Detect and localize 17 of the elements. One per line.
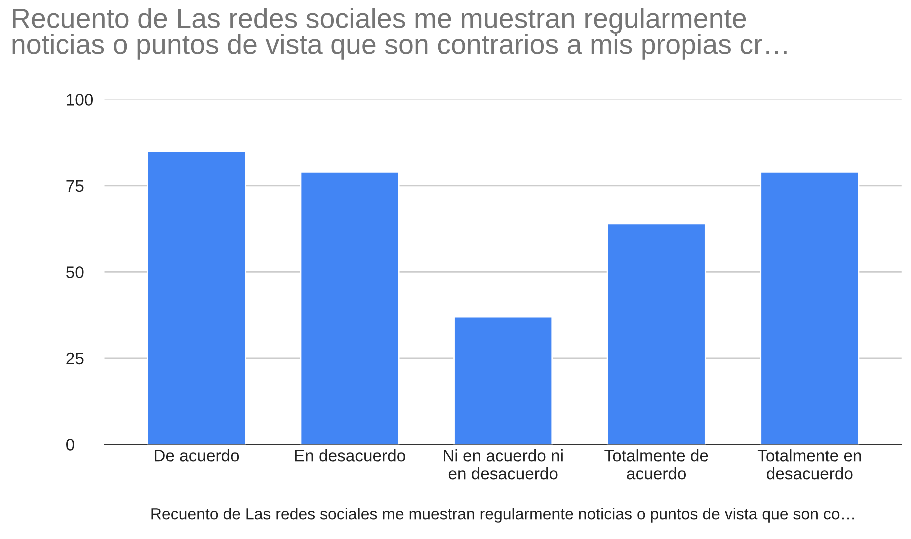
bar [146, 150, 246, 445]
y-tick-label: 25 [66, 352, 84, 365]
bar [454, 316, 554, 445]
y-tick-label: 75 [66, 180, 84, 192]
x-tick-label: Totalmente de acuerdo [604, 450, 708, 480]
x-axis-title: Recuento de Las redes sociales me muestran regularmente noticias o puntos de vista que son co… [152, 508, 854, 523]
x-tick-label: Ni en acuerdo ni en desacuerdo [444, 450, 563, 480]
bar [606, 223, 706, 445]
x-tick-label: En desacuerdo [295, 450, 406, 462]
x-tick-label: De acuerdo [155, 450, 240, 462]
x-tick-label: Totalmente en desacuerdo [758, 450, 862, 480]
chart-title: Recuento de Las redes sociales me muestran regularmente noticias o puntos de vista que son contrarios a mis propias cr… [12, 8, 787, 60]
bar [300, 171, 400, 445]
y-tick-label: 100 [67, 94, 94, 106]
y-tick-label: 0 [66, 439, 74, 451]
bar [760, 171, 860, 445]
y-tick-label: 50 [66, 266, 84, 278]
